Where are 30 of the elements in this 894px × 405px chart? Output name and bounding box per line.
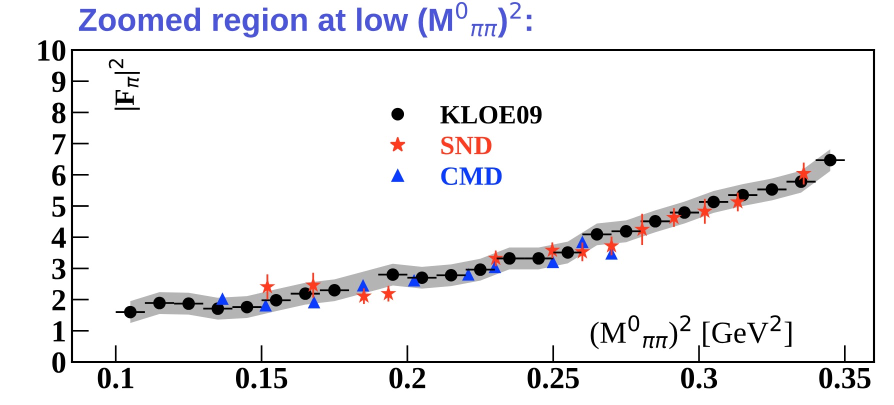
point bbox=[546, 256, 560, 268]
point bbox=[356, 279, 370, 292]
y-tick-label: 9 bbox=[52, 72, 66, 92]
point bbox=[408, 274, 420, 287]
x-tick-label: 0.15 bbox=[236, 368, 288, 388]
x-tick-label: 0.35 bbox=[819, 368, 870, 388]
y-tick-label: 10 bbox=[38, 40, 66, 61]
y-axis-title: |F$_{π}$|$^{2}$ bbox=[108, 59, 140, 110]
x-tick-label: 0.3 bbox=[681, 368, 718, 388]
point bbox=[308, 296, 320, 308]
legend-label: KLOE09 bbox=[440, 106, 542, 124]
y-tick-label: 4 bbox=[52, 228, 66, 248]
chart-title: Zoomed region at low (M$^{0}$$_{ππ}$)$^{2}$: bbox=[78, 2, 532, 38]
y-tick-label: 5 bbox=[52, 196, 66, 217]
point bbox=[216, 292, 229, 305]
y-tick-label: 3 bbox=[52, 258, 66, 280]
x-axis-title: (M$^{0}$$_{ππ}$)$^{2}$ [GeV$^{2}$] bbox=[590, 315, 792, 350]
y-tick-label: 7 bbox=[52, 134, 66, 154]
y-tick-label: 0 bbox=[52, 352, 66, 373]
point bbox=[259, 298, 272, 312]
y-tick-label: 6 bbox=[52, 165, 66, 186]
x-tick-label: 0.2 bbox=[389, 368, 426, 388]
x-tick-label: 0.25 bbox=[528, 368, 579, 388]
y-tick-label: 8 bbox=[52, 102, 66, 124]
y-tick-label: 1 bbox=[54, 321, 65, 342]
legend-label: SND bbox=[441, 136, 492, 154]
x-tick-label: 0.1 bbox=[98, 368, 134, 388]
y-tick-label: 2 bbox=[52, 290, 66, 310]
legend-label: CMD bbox=[441, 167, 502, 186]
point bbox=[462, 268, 475, 281]
